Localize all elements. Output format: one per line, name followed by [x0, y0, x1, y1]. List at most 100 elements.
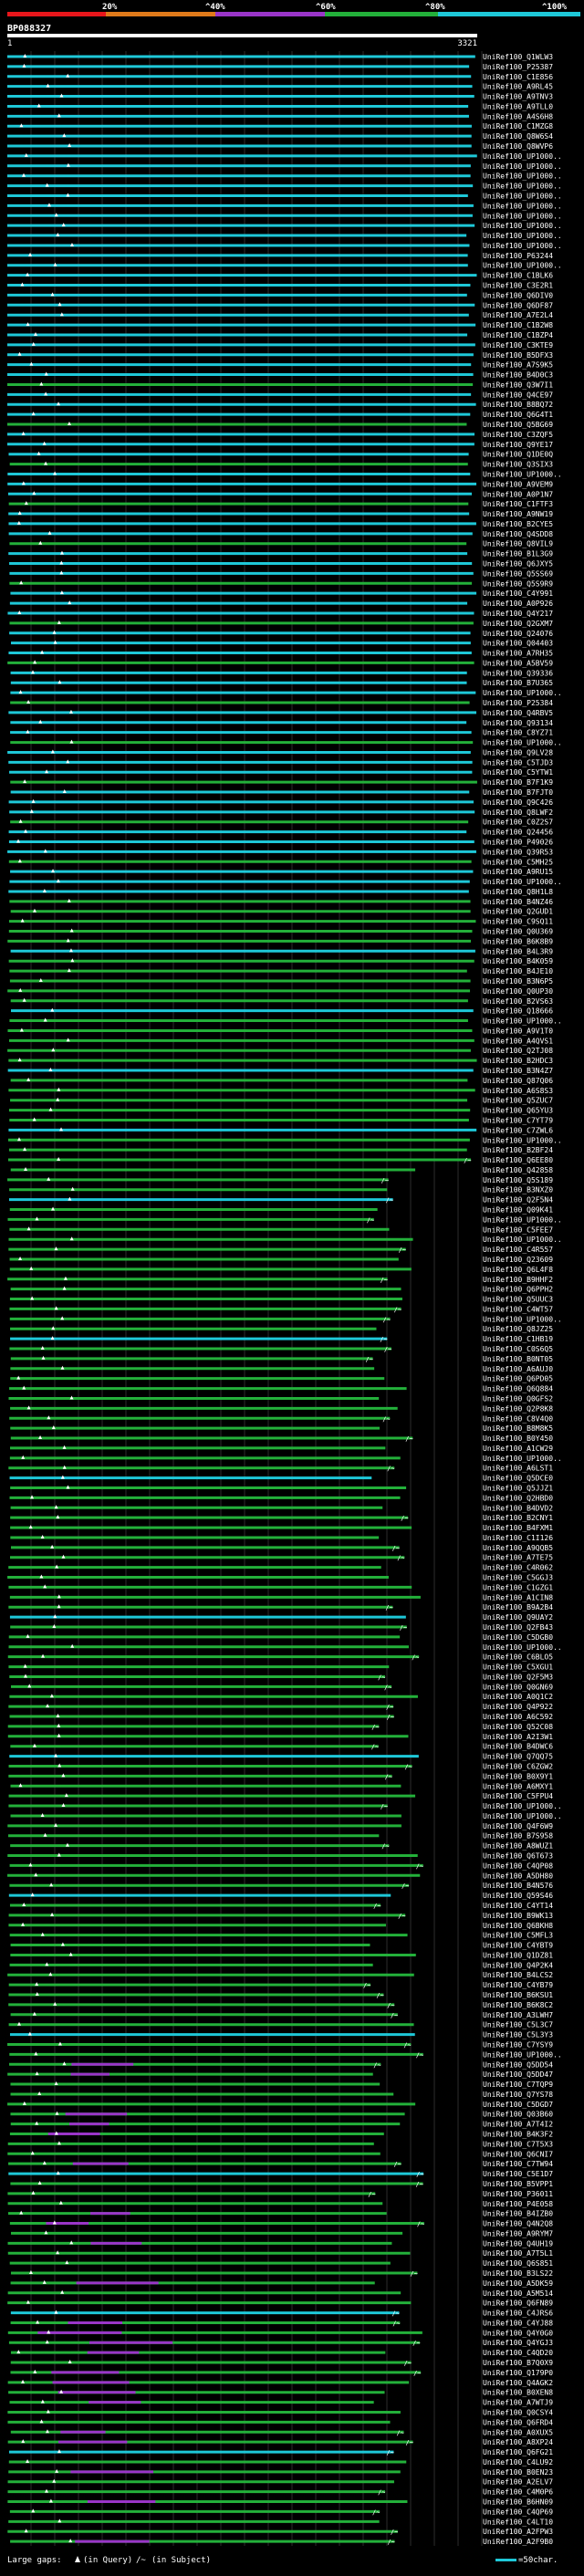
hit-row[interactable]: /~ UniRef100_Q179P0 — [10, 2369, 553, 2377]
hit-label[interactable]: UniRef100_UP1000.. — [483, 878, 562, 886]
hit-row[interactable]: UniRef100_A5DH80 — [7, 1872, 553, 1880]
hit-label[interactable]: UniRef100_Q1WLW3 — [483, 53, 553, 61]
hit-label[interactable]: UniRef100_A2I3W1 — [483, 1733, 553, 1741]
hit-label[interactable]: UniRef100_C4R557 — [483, 1246, 553, 1254]
hit-label[interactable]: UniRef100_UP1000.. — [483, 222, 562, 230]
hit-row[interactable]: /~ UniRef100_Q2F5N4 — [8, 1196, 553, 1205]
hit-row[interactable]: /~ UniRef100_Q4YGJ3 — [8, 2339, 553, 2347]
hit-label[interactable]: UniRef100_B4LCS2 — [483, 1971, 553, 1979]
hit-row[interactable]: UniRef100_C5MFL3 — [9, 1932, 554, 1940]
hit-label[interactable]: UniRef100_Q8LWF2 — [483, 808, 553, 817]
hit-row[interactable]: UniRef100_Q5SS69 — [9, 569, 553, 578]
hit-label[interactable]: UniRef100_P36011 — [483, 2190, 553, 2198]
hit-row[interactable]: /~ UniRef100_A8XP24 — [7, 2438, 554, 2446]
hit-row[interactable]: UniRef100_Q9YE17 — [7, 441, 553, 449]
hit-label[interactable]: UniRef100_B4L3R9 — [483, 947, 553, 955]
hit-row[interactable]: UniRef100_Q6T673 — [7, 1852, 553, 1861]
hit-label[interactable]: UniRef100_C5E1D7 — [483, 2170, 553, 2178]
hit-row[interactable]: /~ UniRef100_B4DWC6 — [10, 1743, 553, 1751]
hit-row[interactable]: UniRef100_C5MH25 — [8, 858, 553, 866]
hit-row[interactable]: UniRef100_UP1000.. — [7, 232, 562, 240]
hit-row[interactable]: UniRef100_Q2GXM7 — [9, 620, 553, 628]
hit-label[interactable]: UniRef100_B6HN09 — [483, 2498, 553, 2507]
hit-row[interactable]: UniRef100_A6S8S3 — [8, 1087, 553, 1095]
hit-label[interactable]: UniRef100_B4DWC6 — [483, 1743, 553, 1751]
hit-label[interactable]: UniRef100_Q6L4F8 — [483, 1266, 553, 1274]
hit-row[interactable]: UniRef100_UP1000.. — [7, 162, 562, 171]
hit-row[interactable]: UniRef100_A9RU15 — [10, 868, 553, 876]
hit-label[interactable]: UniRef100_B4NZ46 — [483, 898, 553, 906]
hit-label[interactable]: UniRef100_Q0U369 — [483, 928, 553, 936]
hit-row[interactable]: UniRef100_Q3SIX3 — [9, 461, 554, 469]
hit-label[interactable]: UniRef100_C1HB19 — [483, 1335, 553, 1343]
hit-row[interactable]: UniRef100_A0P926 — [9, 600, 553, 608]
hit-label[interactable]: UniRef100_C5FEE7 — [483, 1225, 553, 1234]
hit-row[interactable]: UniRef100_Q5JJZ1 — [10, 1485, 553, 1493]
hit-label[interactable]: UniRef100_Q1DE0Q — [483, 451, 553, 459]
hit-row[interactable]: UniRef100_C1BZP4 — [7, 331, 553, 339]
hit-label[interactable]: UniRef100_Q6S851 — [483, 2259, 553, 2268]
hit-label[interactable]: UniRef100_A6AUJ0 — [483, 1365, 553, 1373]
hit-row[interactable]: UniRef100_Q4AGK2 — [7, 2379, 554, 2387]
hit-row[interactable]: UniRef100_A4S6H8 — [7, 112, 553, 120]
hit-row[interactable]: UniRef100_Q1WLW3 — [7, 53, 553, 61]
hit-row[interactable]: UniRef100_Q24076 — [9, 630, 553, 638]
hit-row[interactable]: UniRef100_A7T4I2 — [10, 2121, 554, 2129]
hit-row[interactable]: /~ UniRef100_C8V4Q0 — [9, 1414, 553, 1423]
hit-row[interactable]: UniRef100_Q42858 — [10, 1166, 554, 1174]
hit-row[interactable]: UniRef100_A7S9K5 — [7, 361, 553, 370]
hit-row[interactable]: UniRef100_B4LCS2 — [7, 1971, 553, 1979]
hit-row[interactable]: UniRef100_C4YBT9 — [10, 1942, 554, 1950]
hit-label[interactable]: UniRef100_B2HDC3 — [483, 1057, 553, 1065]
hit-row[interactable]: UniRef100_B6K8B9 — [7, 937, 553, 945]
hit-row[interactable]: UniRef100_B4FXM1 — [10, 1524, 553, 1532]
hit-row[interactable]: /~ UniRef100_C4QP08 — [9, 1862, 554, 1870]
hit-label[interactable]: UniRef100_A7S9K5 — [483, 361, 553, 370]
hit-label[interactable]: UniRef100_Q24076 — [483, 630, 553, 638]
hit-label[interactable]: UniRef100_B7Q0X9 — [483, 2359, 553, 2367]
hit-row[interactable]: UniRef100_A7T5L1 — [7, 2249, 553, 2258]
hit-row[interactable]: UniRef100_C5GGJ3 — [7, 1574, 553, 1582]
hit-row[interactable]: UniRef100_C5TJD3 — [8, 758, 553, 767]
hit-row[interactable]: UniRef100_B8BQ72 — [7, 401, 553, 409]
hit-label[interactable]: UniRef100_Q2FB43 — [483, 1623, 553, 1632]
hit-label[interactable]: UniRef100_Q0GN69 — [483, 1683, 553, 1691]
hit-label[interactable]: UniRef100_C4YT14 — [483, 1902, 553, 1910]
hit-row[interactable]: /~ UniRef100_C6ZGW2 — [8, 1762, 554, 1770]
hit-label[interactable]: UniRef100_A9TNV3 — [483, 93, 553, 101]
hit-row[interactable]: /~ UniRef100_Q4N2Q8 — [9, 2220, 553, 2228]
hit-label[interactable]: UniRef100_Q6FRD4 — [483, 2418, 553, 2426]
hit-label[interactable]: UniRef100_Q5SS69 — [483, 569, 553, 578]
hit-label[interactable]: UniRef100_C4YJ88 — [483, 2319, 553, 2327]
hit-row[interactable]: UniRef100_UP1000.. — [9, 878, 562, 886]
hit-label[interactable]: UniRef100_C4WT57 — [483, 1305, 553, 1313]
hit-row[interactable]: UniRef100_Q8WVP6 — [7, 142, 553, 151]
hit-row[interactable]: UniRef100_Q18666 — [10, 1007, 553, 1016]
hit-row[interactable]: /~ UniRef100_Q4P922 — [8, 1703, 553, 1711]
hit-label[interactable]: UniRef100_B9WK13 — [483, 1912, 553, 1920]
hit-row[interactable]: UniRef100_C1GZG1 — [8, 1583, 553, 1591]
hit-row[interactable]: UniRef100_UP1000.. — [9, 1017, 562, 1026]
hit-row[interactable]: /~ UniRef100_Q5S189 — [7, 1176, 553, 1184]
hit-label[interactable]: UniRef100_C4YBT9 — [483, 1942, 553, 1950]
hit-label[interactable]: UniRef100_C4Y991 — [483, 589, 553, 598]
hit-row[interactable]: UniRef100_C4LU92 — [8, 2458, 553, 2466]
hit-row[interactable]: /~ UniRef100_C4YT14 — [9, 1902, 553, 1910]
hit-row[interactable]: UniRef100_Q9UAY2 — [9, 1613, 553, 1622]
hit-label[interactable]: UniRef100_Q6FG21 — [483, 2448, 553, 2456]
hit-label[interactable]: UniRef100_Q5JJZ1 — [483, 1485, 553, 1493]
hit-row[interactable]: /~ UniRef100_Q6EE80 — [7, 1156, 553, 1164]
hit-label[interactable]: UniRef100_UP1000.. — [483, 1643, 562, 1652]
hit-label[interactable]: UniRef100_Q2P8K8 — [483, 1404, 553, 1413]
hit-label[interactable]: UniRef100_C4LT10 — [483, 2518, 553, 2526]
hit-row[interactable]: UniRef100_Q5DCE0 — [9, 1475, 554, 1483]
hit-label[interactable]: UniRef100_UP1000.. — [483, 183, 562, 191]
hit-label[interactable]: UniRef100_P4E058 — [483, 2200, 553, 2208]
hit-label[interactable]: UniRef100_Q8JZ25 — [483, 1325, 553, 1333]
hit-row[interactable]: UniRef100_Q8LWF2 — [9, 808, 553, 817]
hit-label[interactable]: UniRef100_Q2F5M3 — [483, 1673, 553, 1681]
hit-label[interactable]: UniRef100_B7S958 — [483, 1832, 553, 1841]
hit-row[interactable]: UniRef100_A9TLL0 — [7, 102, 553, 110]
hit-row[interactable]: UniRef100_UP1000.. — [7, 152, 562, 161]
hit-label[interactable]: UniRef100_C7TQP9 — [483, 2081, 553, 2089]
